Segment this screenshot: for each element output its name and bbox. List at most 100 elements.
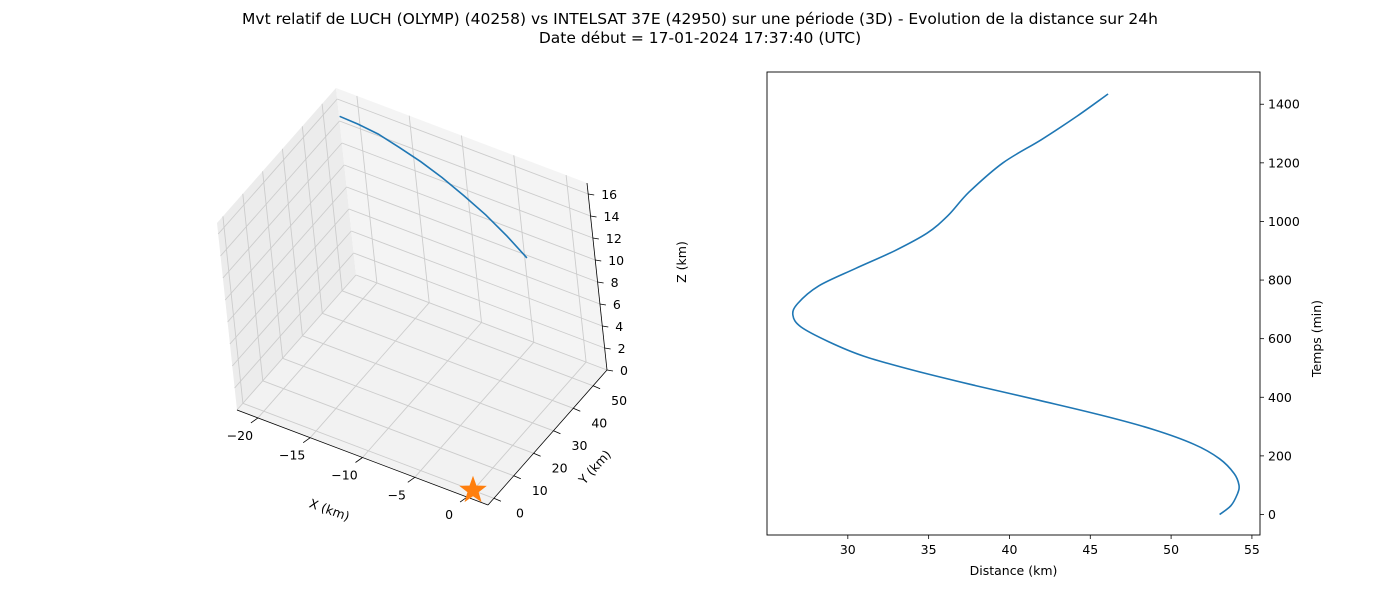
x-tick-label: 55 <box>1244 542 1260 557</box>
distance-line-0 <box>791 93 1240 516</box>
x-tick-label: 0 <box>445 507 453 522</box>
y-tick-label: 1400 <box>1268 97 1300 112</box>
grid-z-left <box>236 274 357 411</box>
y-tick <box>493 497 502 502</box>
z-tick <box>588 193 595 196</box>
grid-x-back <box>356 95 378 283</box>
grid-x-back <box>565 175 587 363</box>
grid-x-floor <box>309 302 430 438</box>
y-axis-line <box>487 369 608 506</box>
grid-y-floor <box>302 335 554 432</box>
x-tick-label: 35 <box>921 542 937 557</box>
grid-y-left <box>301 126 323 314</box>
x-tick-label: −20 <box>227 428 253 443</box>
z-tick <box>606 369 614 372</box>
grid-y-floor <box>242 402 495 499</box>
x-tick-label: 45 <box>1082 542 1098 557</box>
grid-z-back <box>341 142 594 239</box>
y-axis-label: Temps (min) <box>1309 300 1324 378</box>
grid-z-back <box>348 208 601 305</box>
z-tick-label: 10 <box>608 253 624 268</box>
grid-z-back <box>355 274 608 371</box>
x-tick <box>250 417 259 424</box>
y-tick-label: 40 <box>591 415 607 430</box>
y-tick-label: 10 <box>532 483 548 498</box>
grid-y-floor <box>322 312 574 409</box>
grid-z-left <box>220 120 340 257</box>
grid-z-left <box>229 208 350 345</box>
grid-y-floor <box>262 380 514 477</box>
grid-y-left <box>242 193 264 381</box>
grid-x-floor <box>466 361 587 498</box>
x-tick-label: −15 <box>279 448 305 463</box>
y-tick-label: 30 <box>572 438 588 453</box>
y-tick <box>513 475 521 480</box>
x-tick <box>407 476 416 483</box>
x-tick-label: −10 <box>331 468 357 483</box>
grid-x-floor <box>414 342 535 478</box>
trajectory-line-0 <box>339 115 528 259</box>
y-tick-label: 1000 <box>1268 214 1300 229</box>
y-tick-label: 800 <box>1268 273 1292 288</box>
x-tick-label: 50 <box>1163 542 1179 557</box>
grid-y-left <box>321 103 343 291</box>
y-tick-label: 600 <box>1268 331 1292 346</box>
x-tick-label: 30 <box>840 542 856 557</box>
pane-left-wall <box>217 88 356 410</box>
y-tick <box>592 385 601 390</box>
z-tick <box>597 281 604 284</box>
z-axis-label: Z (km) <box>674 241 689 283</box>
grid-y-left <box>222 216 244 404</box>
z-tick-label: 12 <box>606 231 622 246</box>
grid-y-left <box>262 171 284 359</box>
grid-z-left <box>224 164 345 301</box>
z-tick-label: 16 <box>601 187 617 202</box>
z-tick <box>604 347 611 350</box>
grid-x-back <box>461 135 482 323</box>
grid-z-left <box>222 142 343 279</box>
y-axis-label: Y (km) <box>575 447 614 488</box>
grid-x-back <box>513 155 535 343</box>
z-tick-label: 14 <box>604 209 620 224</box>
grid-y-left <box>281 148 303 336</box>
grid-x-floor <box>257 282 378 419</box>
y-tick-label: 20 <box>552 460 568 475</box>
grid-z-left <box>217 98 338 235</box>
grid-z-left <box>227 186 347 323</box>
grid-z-back <box>346 186 598 283</box>
plot-distance-vs-time: 30 35 40 45 50 55 0 200 400 600 800 1000 1200 1400 Dis… <box>766 71 1324 578</box>
grid-z-back <box>353 252 605 349</box>
z-tick-label: 2 <box>618 341 626 356</box>
y-tick-label: 0 <box>516 505 524 520</box>
grid-z-back <box>344 164 596 261</box>
grid-x-back <box>408 115 430 303</box>
x-tick <box>355 457 363 463</box>
z-tick <box>592 237 599 240</box>
z-tick-label: 6 <box>613 297 621 312</box>
grid-y-floor <box>341 290 594 387</box>
plot-frame <box>766 71 1261 536</box>
grid-z-left <box>234 252 354 389</box>
y-tick-label: 400 <box>1268 390 1292 405</box>
grid-x-floor <box>362 322 482 458</box>
y-tick <box>533 452 541 457</box>
z-tick-label: 0 <box>620 363 628 378</box>
x-axis-label: X (km) <box>307 496 351 524</box>
z-axis-line <box>586 182 608 371</box>
grid-z-back <box>351 230 603 327</box>
chart-title-line-1: Mvt relatif de LUCH (OLYMP) (40258) vs I… <box>242 10 1158 28</box>
y-tick <box>553 430 561 435</box>
y-tick-label: 200 <box>1268 448 1292 463</box>
y-tick-label: 50 <box>611 393 627 408</box>
y-tick-label: 1200 <box>1268 155 1300 170</box>
x-tick-label: 40 <box>1002 542 1018 557</box>
y-tick-label: 0 <box>1268 507 1276 522</box>
grid-z-left <box>231 230 352 367</box>
y-tick <box>573 407 581 412</box>
z-tick <box>602 325 609 328</box>
origin-star-marker <box>459 475 487 503</box>
x-tick-label: −5 <box>388 487 406 502</box>
z-tick-label: 8 <box>611 275 619 290</box>
x-tick <box>302 437 311 444</box>
